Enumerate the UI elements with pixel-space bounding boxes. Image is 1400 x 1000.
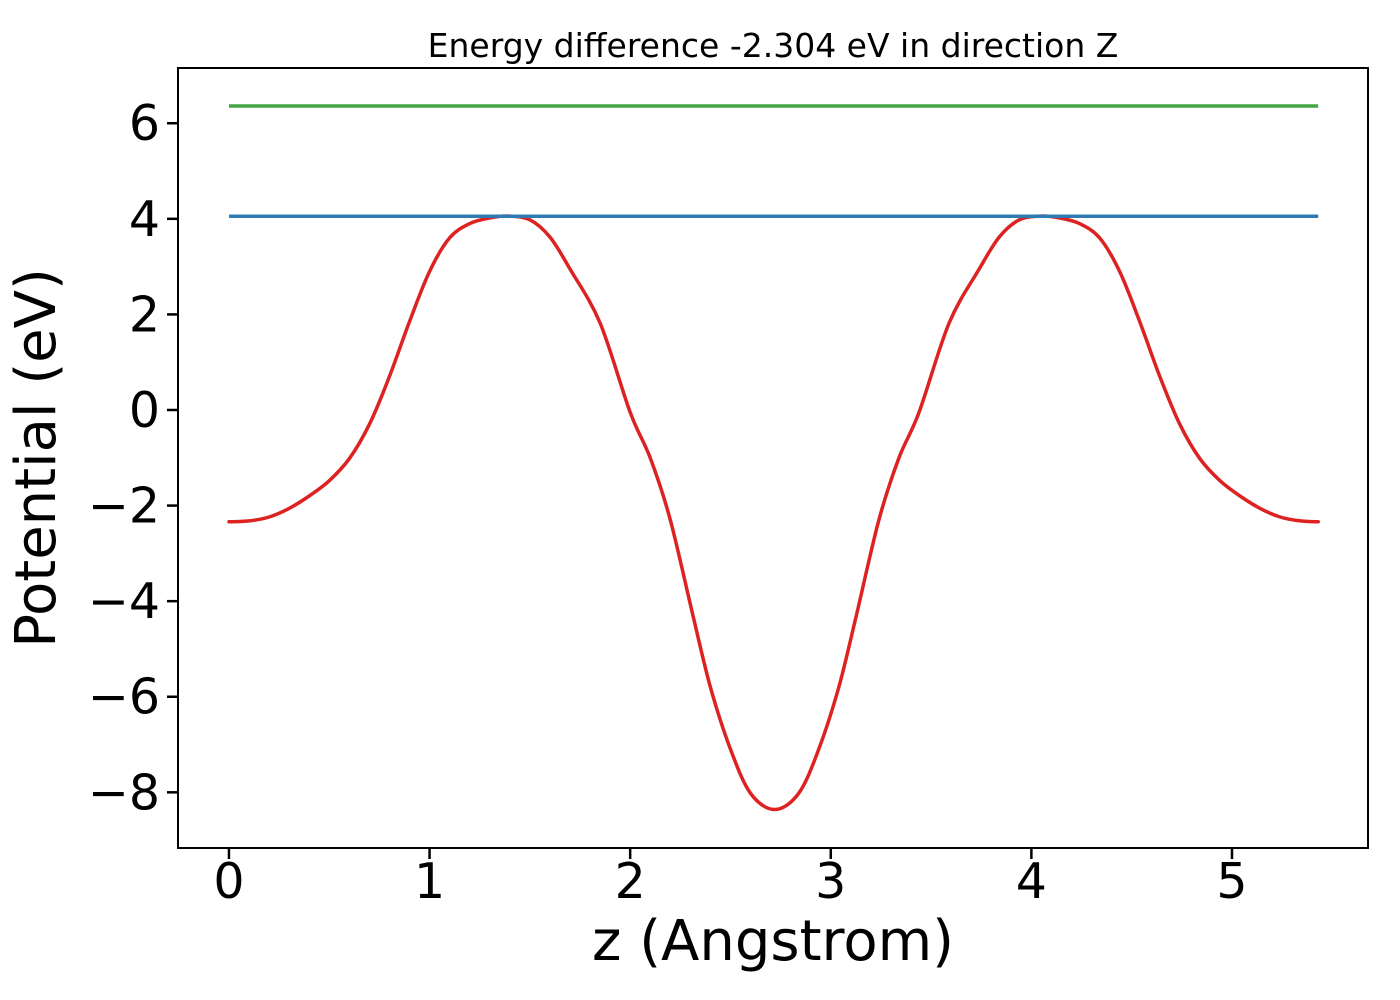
- series-group: [227, 104, 1320, 812]
- y-tick-label: 2: [129, 286, 160, 343]
- x-tick-label: 3: [815, 853, 846, 910]
- x-tick-label: 4: [1016, 853, 1047, 910]
- y-tick-label: −6: [88, 669, 160, 726]
- x-tick-label: 5: [1216, 853, 1247, 910]
- chart-title: Energy difference -2.304 eV in direction…: [428, 26, 1119, 65]
- x-tick-label: 0: [213, 853, 244, 910]
- x-tick-label: 2: [615, 853, 646, 910]
- y-axis-label: Potential (eV): [4, 268, 69, 648]
- y-ticks-group: 6 4 2 0 −2 −4 −6 −8: [88, 95, 178, 821]
- y-tick-label: −4: [88, 573, 160, 630]
- y-tick-label: 4: [129, 191, 160, 248]
- y-tick-label: 0: [129, 382, 160, 439]
- x-axis-label: z (Angstrom): [592, 909, 954, 974]
- y-tick-label: −8: [88, 764, 160, 821]
- y-tick-label: 6: [129, 95, 160, 152]
- x-tick-label: 1: [414, 853, 445, 910]
- axes-spines: [177, 67, 1369, 849]
- y-tick-label: −2: [88, 478, 160, 535]
- x-ticks-group: 0 1 2 3 4 5: [213, 848, 1248, 910]
- potential-curve: [227, 214, 1320, 812]
